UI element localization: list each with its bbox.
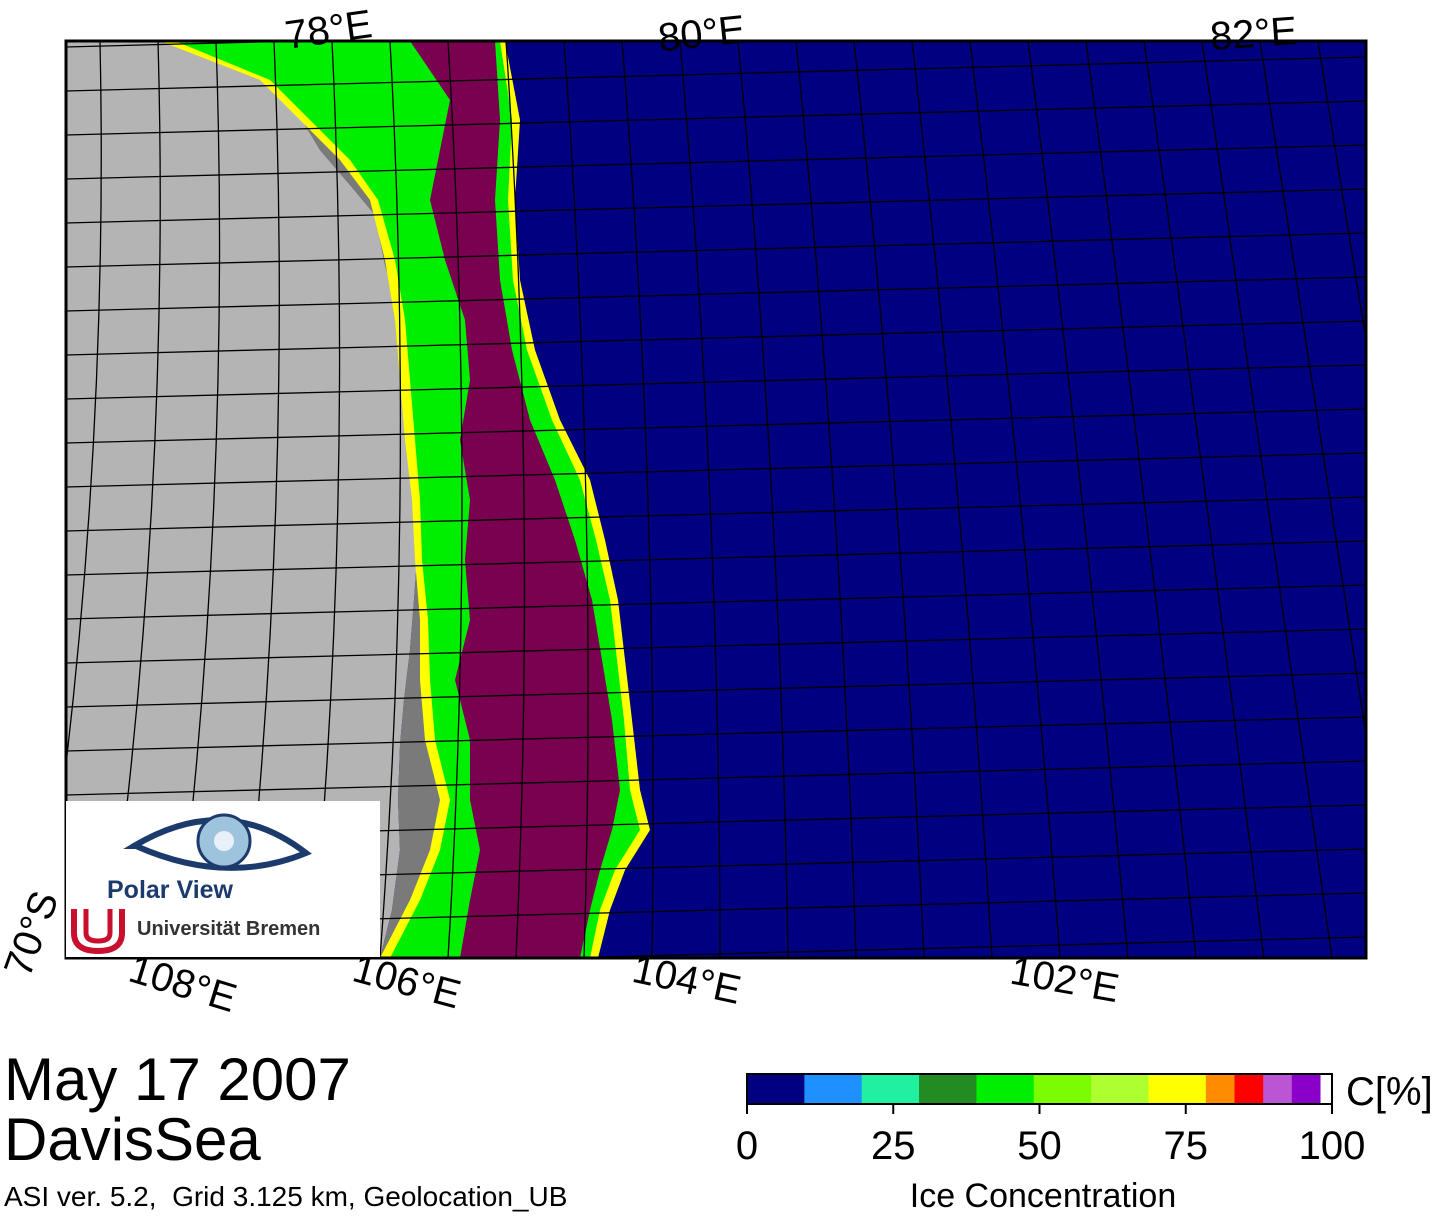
latitude-line bbox=[66, 496, 1366, 532]
meridian-line bbox=[66, 41, 102, 770]
lon-label-80E: 80°E bbox=[655, 7, 748, 61]
lon-label-82E: 82°E bbox=[1208, 9, 1299, 59]
meridian-line bbox=[1085, 41, 1197, 958]
map-frame bbox=[64, 39, 1368, 960]
latitude-line bbox=[66, 56, 1366, 92]
latitude-line bbox=[66, 364, 1366, 400]
region-caption: DavisSea bbox=[4, 1106, 261, 1173]
logo-title: Polar View bbox=[107, 876, 233, 904]
graticule bbox=[66, 41, 1366, 958]
latitude-line bbox=[66, 100, 1366, 136]
meridian-line bbox=[853, 41, 925, 958]
bremen-u-icon bbox=[71, 909, 125, 955]
meridian-line bbox=[1259, 41, 1366, 740]
latitude-line bbox=[548, 936, 1366, 958]
colorbar-swatch bbox=[1234, 1074, 1264, 1104]
colorbar-swatch bbox=[1205, 1074, 1235, 1104]
latitude-line bbox=[66, 760, 1366, 796]
latitude-line bbox=[66, 276, 1366, 312]
meridian-line bbox=[969, 41, 1061, 958]
meridian-line bbox=[1317, 41, 1366, 345]
meridian-line bbox=[447, 41, 463, 958]
colorbar-tick-label: 50 bbox=[1017, 1124, 1062, 1168]
colorbar-swatch bbox=[1033, 1074, 1092, 1104]
date-caption: May 17 2007 bbox=[4, 1046, 351, 1113]
latitude-line bbox=[66, 232, 1366, 268]
latitude-line bbox=[66, 716, 1366, 752]
latitude-line bbox=[66, 320, 1366, 356]
meridian-line bbox=[621, 41, 654, 958]
colorbar-unit: C[%] bbox=[1346, 1070, 1433, 1114]
colorbar-tick-label: 75 bbox=[1163, 1124, 1209, 1168]
latitude-line bbox=[66, 408, 1366, 444]
meridian-line bbox=[911, 41, 993, 958]
colorbar-swatch bbox=[861, 1074, 920, 1104]
meridian-line bbox=[679, 41, 721, 958]
meridian-line bbox=[379, 41, 402, 958]
colorbar-label: Ice Concentration bbox=[909, 1177, 1177, 1215]
colorbar-tick-label: 100 bbox=[1298, 1124, 1366, 1168]
latitude-line bbox=[66, 672, 1366, 708]
product-info: ASI ver. 5.2, Grid 3.125 km, Geolocation… bbox=[4, 1181, 568, 1212]
colorbar-tick-label: 25 bbox=[871, 1124, 916, 1168]
latitude-line bbox=[66, 540, 1366, 576]
colorbar-swatch bbox=[919, 1074, 977, 1104]
colorbar-swatch bbox=[1320, 1074, 1333, 1104]
colorbar-swatch bbox=[804, 1074, 863, 1104]
meridian-line bbox=[563, 41, 589, 958]
colorbar-swatch bbox=[1148, 1074, 1207, 1104]
colorbar-swatch bbox=[1291, 1074, 1322, 1104]
latitude-line bbox=[66, 452, 1366, 488]
meridian-line bbox=[795, 41, 857, 958]
latitude-line bbox=[66, 628, 1366, 664]
meridian-line bbox=[737, 41, 789, 958]
logo-university: Universität Bremen bbox=[137, 918, 321, 940]
colorbar-swatch bbox=[1263, 1074, 1293, 1104]
land-area bbox=[66, 41, 420, 958]
meridian-line bbox=[505, 41, 526, 958]
eye-icon bbox=[123, 813, 312, 871]
colorbar-swatch bbox=[747, 1074, 805, 1104]
colorbar-swatch bbox=[976, 1074, 1035, 1104]
latitude-line bbox=[66, 188, 1366, 224]
colorbar-swatch bbox=[1091, 1074, 1149, 1104]
ice-high-band bbox=[410, 41, 620, 958]
polar-view-logo bbox=[66, 801, 380, 957]
latitude-line bbox=[66, 584, 1366, 620]
meridian-line bbox=[1143, 41, 1265, 958]
colorbar bbox=[746, 1073, 1333, 1114]
meridian-line bbox=[1027, 41, 1129, 958]
colorbar-tick-label: 0 bbox=[735, 1124, 759, 1168]
latitude-line bbox=[66, 144, 1366, 180]
